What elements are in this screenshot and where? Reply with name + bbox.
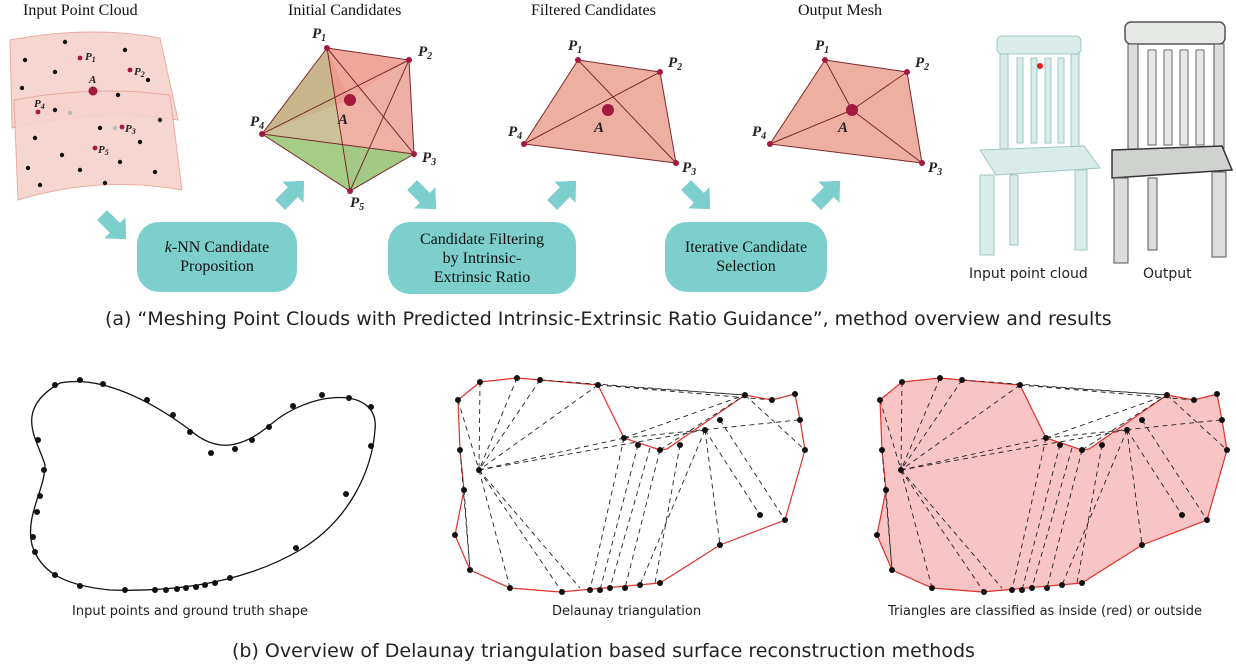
step-knn-prefix: k xyxy=(164,239,172,256)
subcaption-input-points: Input points and ground truth shape xyxy=(72,604,308,619)
subcaption-classified: Triangles are classified as inside (red)… xyxy=(888,604,1202,619)
svg-text:P2: P2 xyxy=(418,44,432,62)
svg-text:P5: P5 xyxy=(350,195,364,213)
caption-panel-a: (a) “Meshing Point Clouds with Predicted… xyxy=(105,308,1112,330)
svg-text:A: A xyxy=(593,120,604,136)
stage-title-output: Output Mesh xyxy=(798,2,882,19)
ground-truth-shape xyxy=(30,377,376,593)
step-iterative-text: Iterative Candidate Selection xyxy=(684,239,808,275)
result-label-output: Output xyxy=(1143,266,1192,282)
subcaption-delaunay: Delaunay triangulation xyxy=(552,604,702,619)
step-knn-candidate-proposition: k-NN Candidate Proposition xyxy=(137,222,297,292)
svg-text:P4: P4 xyxy=(250,114,264,132)
step-filtering-text: Candidate Filtering by Intrinsic- Extrin… xyxy=(420,230,544,286)
stage-title-initial: Initial Candidates xyxy=(288,2,402,19)
output-mesh-illustration: P1 P2 P3 P4 A xyxy=(752,38,942,178)
svg-text:A: A xyxy=(337,112,348,128)
svg-text:P5: P5 xyxy=(98,144,109,157)
stage-title-filtered: Filtered Candidates xyxy=(531,2,656,19)
step-iterative-selection: Iterative Candidate Selection xyxy=(665,222,827,292)
delaunay-triangulation xyxy=(452,375,808,595)
flow-arrows xyxy=(97,180,841,240)
stage-title-input: Input Point Cloud xyxy=(23,2,138,19)
svg-text:P2: P2 xyxy=(915,55,929,73)
svg-text:A: A xyxy=(88,74,96,86)
svg-text:P3: P3 xyxy=(928,160,942,178)
chair-input-point-cloud xyxy=(979,35,1101,256)
step-knn-text: -NN Candidate Proposition xyxy=(171,239,270,275)
input-point-cloud-illustration: P1 P2 P4 P3 P5 A xyxy=(9,31,183,201)
svg-text:P1: P1 xyxy=(312,26,326,44)
svg-text:P4: P4 xyxy=(508,124,522,142)
svg-text:P1: P1 xyxy=(85,51,96,64)
step-candidate-filtering: Candidate Filtering by Intrinsic- Extrin… xyxy=(388,222,576,294)
svg-text:P1: P1 xyxy=(815,38,829,56)
svg-text:P4: P4 xyxy=(34,98,45,111)
svg-text:P3: P3 xyxy=(125,123,136,136)
caption-panel-b: (b) Overview of Delaunay triangulation b… xyxy=(232,640,975,662)
svg-text:P2: P2 xyxy=(134,66,145,79)
filtered-candidates-illustration: P1 P2 P3 P4 A xyxy=(508,38,696,178)
svg-text:P4: P4 xyxy=(752,124,766,142)
chair-output-mesh xyxy=(1111,21,1234,264)
result-label-input: Input point cloud xyxy=(969,266,1088,282)
svg-text:P1: P1 xyxy=(568,38,582,56)
initial-candidates-illustration: P1 P2 P3 P4 P5 A xyxy=(250,26,436,213)
classified-triangles xyxy=(874,375,1230,595)
svg-text:A: A xyxy=(837,120,848,136)
svg-text:P3: P3 xyxy=(422,150,436,168)
svg-text:P2: P2 xyxy=(668,55,682,73)
svg-text:P3: P3 xyxy=(682,160,696,178)
